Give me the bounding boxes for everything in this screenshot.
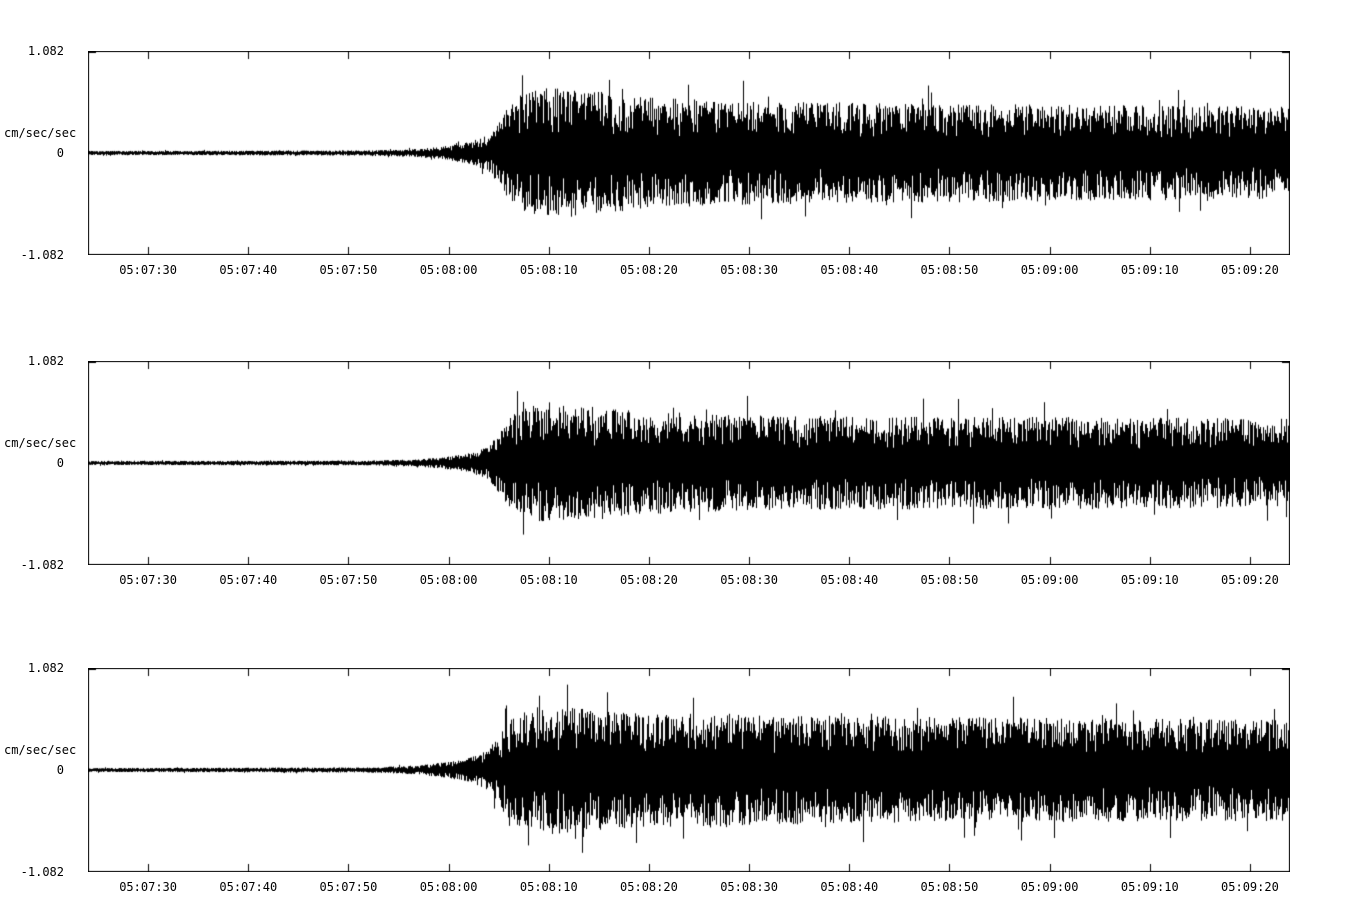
y-tick-label-zero: 0 [56, 763, 64, 777]
x-tick-label: 05:08:50 [920, 263, 979, 277]
waveform-plot [88, 668, 1290, 872]
x-tick-label: 05:09:10 [1120, 880, 1179, 894]
x-tick-label: 05:08:10 [519, 263, 578, 277]
y-tick-label-min: -1.082 [20, 558, 64, 572]
x-tick-label: 05:08:00 [419, 573, 478, 587]
x-tick-label: 05:07:50 [319, 573, 378, 587]
waveform-plot [88, 51, 1290, 255]
x-tick-label: 05:08:20 [620, 573, 678, 587]
x-tick-label: 05:08:30 [720, 880, 778, 894]
x-tick-label: 05:08:40 [820, 573, 879, 587]
y-axis-unit-label: cm/sec/sec [4, 126, 77, 140]
x-tick-label: 05:07:30 [119, 263, 177, 277]
x-tick-label: 05:07:50 [319, 263, 378, 277]
y-tick-label-zero: 0 [56, 146, 64, 160]
x-tick-label: 05:08:00 [419, 263, 478, 277]
x-tick-label: 05:09:20 [1221, 880, 1279, 894]
x-tick-label: 05:07:30 [119, 573, 177, 587]
x-tick-label: 05:09:00 [1020, 573, 1079, 587]
x-tick-label: 05:09:20 [1221, 263, 1279, 277]
x-tick-label: 05:07:30 [119, 880, 177, 894]
x-tick-label: 05:07:40 [219, 573, 278, 587]
x-tick-label: 05:08:40 [820, 263, 879, 277]
seismogram-chart-hnz: OK003_GS_HNZ_01Apr 9,2021 1.082 cm/sec/s… [0, 623, 1358, 923]
x-tick-label: 05:09:00 [1020, 263, 1079, 277]
x-tick-label: 05:08:30 [720, 263, 778, 277]
waveform-plot [88, 361, 1290, 565]
y-tick-label-max: 1.082 [27, 44, 64, 58]
x-tick-label: 05:08:40 [820, 880, 879, 894]
seismogram-chart-hne: OK003_GS_HNE_01Apr 9,2021 1.082 cm/sec/s… [0, 6, 1358, 306]
x-tick-label: 05:08:30 [720, 573, 778, 587]
y-tick-label-min: -1.082 [20, 865, 64, 879]
x-tick-label: 05:07:40 [219, 263, 278, 277]
x-tick-label: 05:08:20 [620, 263, 678, 277]
x-tick-label: 05:09:00 [1020, 880, 1079, 894]
x-tick-label: 05:07:50 [319, 880, 378, 894]
x-tick-label: 05:07:40 [219, 880, 278, 894]
x-tick-label: 05:08:20 [620, 880, 678, 894]
y-tick-label-max: 1.082 [27, 661, 64, 675]
y-tick-label-max: 1.082 [27, 354, 64, 368]
x-tick-label: 05:09:10 [1120, 263, 1179, 277]
x-tick-label: 05:08:50 [920, 880, 979, 894]
y-axis-unit-label: cm/sec/sec [4, 743, 77, 757]
y-tick-label-zero: 0 [56, 456, 64, 470]
x-tick-label: 05:08:10 [519, 880, 578, 894]
x-axis-tick-labels: 05:07:30 05:07:40 05:07:50 05:08:00 05:08:10… [0, 880, 1358, 898]
x-axis-tick-labels: 05:07:30 05:07:40 05:07:50 05:08:00 05:08:10… [0, 263, 1358, 281]
x-tick-label: 05:08:00 [419, 880, 478, 894]
x-tick-label: 05:08:10 [519, 573, 578, 587]
x-tick-label: 05:08:50 [920, 573, 979, 587]
y-axis-unit-label: cm/sec/sec [4, 436, 77, 450]
y-tick-label-min: -1.082 [20, 248, 64, 262]
x-axis-tick-labels: 05:07:30 05:07:40 05:07:50 05:08:00 05:08:10… [0, 573, 1358, 591]
x-tick-label: 05:09:10 [1120, 573, 1179, 587]
seismogram-chart-hnn: OK003_GS_HNN_01Apr 9,2021 1.082 cm/sec/s… [0, 316, 1358, 616]
x-tick-label: 05:09:20 [1221, 573, 1279, 587]
